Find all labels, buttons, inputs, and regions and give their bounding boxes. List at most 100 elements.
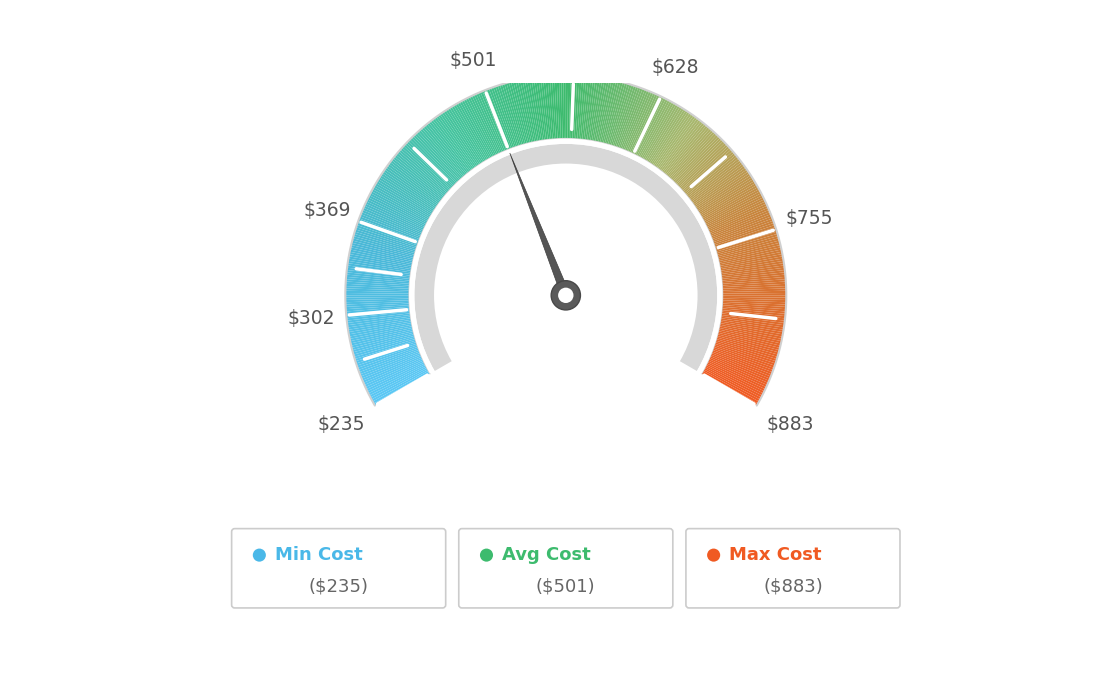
Wedge shape bbox=[346, 304, 410, 309]
Wedge shape bbox=[614, 86, 636, 147]
Circle shape bbox=[480, 549, 493, 562]
Wedge shape bbox=[598, 79, 614, 142]
Wedge shape bbox=[670, 132, 715, 180]
Wedge shape bbox=[704, 193, 762, 224]
Text: ($235): ($235) bbox=[309, 578, 369, 595]
Wedge shape bbox=[359, 219, 418, 242]
Wedge shape bbox=[346, 290, 410, 294]
Wedge shape bbox=[459, 101, 491, 158]
Wedge shape bbox=[707, 197, 764, 227]
Wedge shape bbox=[716, 234, 778, 253]
Wedge shape bbox=[406, 141, 454, 187]
Wedge shape bbox=[608, 83, 627, 145]
Wedge shape bbox=[396, 153, 446, 195]
Wedge shape bbox=[386, 166, 439, 204]
Wedge shape bbox=[352, 334, 414, 353]
Wedge shape bbox=[361, 212, 421, 237]
Wedge shape bbox=[710, 210, 769, 236]
Wedge shape bbox=[715, 339, 777, 359]
Wedge shape bbox=[438, 115, 476, 168]
Wedge shape bbox=[353, 234, 415, 253]
Wedge shape bbox=[353, 236, 415, 255]
Wedge shape bbox=[347, 268, 411, 277]
Wedge shape bbox=[672, 133, 716, 181]
Wedge shape bbox=[714, 223, 775, 246]
Wedge shape bbox=[487, 88, 511, 149]
Wedge shape bbox=[405, 143, 453, 188]
Wedge shape bbox=[518, 79, 533, 142]
Wedge shape bbox=[658, 117, 698, 170]
Wedge shape bbox=[648, 108, 684, 163]
Wedge shape bbox=[711, 212, 771, 237]
Wedge shape bbox=[701, 185, 757, 218]
Wedge shape bbox=[711, 351, 772, 377]
Wedge shape bbox=[660, 119, 701, 172]
Wedge shape bbox=[702, 371, 760, 404]
Wedge shape bbox=[541, 76, 550, 139]
Wedge shape bbox=[713, 221, 774, 244]
Wedge shape bbox=[703, 189, 761, 221]
Wedge shape bbox=[362, 356, 422, 383]
Wedge shape bbox=[447, 108, 484, 163]
Wedge shape bbox=[612, 84, 631, 146]
Wedge shape bbox=[582, 76, 591, 139]
Wedge shape bbox=[350, 328, 413, 344]
Wedge shape bbox=[352, 333, 414, 350]
Wedge shape bbox=[348, 259, 412, 270]
Wedge shape bbox=[493, 86, 516, 147]
Wedge shape bbox=[722, 286, 786, 290]
Wedge shape bbox=[659, 118, 699, 170]
Wedge shape bbox=[556, 75, 561, 139]
Wedge shape bbox=[349, 323, 412, 337]
Wedge shape bbox=[684, 151, 734, 194]
Wedge shape bbox=[520, 79, 534, 142]
Wedge shape bbox=[709, 359, 767, 387]
Wedge shape bbox=[690, 160, 742, 201]
Wedge shape bbox=[709, 357, 768, 385]
Wedge shape bbox=[563, 75, 566, 139]
Wedge shape bbox=[347, 313, 411, 323]
Wedge shape bbox=[662, 121, 703, 172]
Wedge shape bbox=[470, 96, 499, 154]
Wedge shape bbox=[721, 315, 785, 325]
Wedge shape bbox=[346, 288, 410, 292]
Text: $628: $628 bbox=[651, 58, 699, 77]
Wedge shape bbox=[574, 75, 580, 139]
Wedge shape bbox=[647, 107, 682, 162]
Wedge shape bbox=[413, 135, 458, 182]
Wedge shape bbox=[680, 144, 729, 189]
Wedge shape bbox=[722, 293, 786, 295]
Wedge shape bbox=[381, 173, 435, 210]
Wedge shape bbox=[718, 241, 779, 258]
Wedge shape bbox=[697, 173, 751, 210]
Wedge shape bbox=[711, 353, 771, 379]
Wedge shape bbox=[572, 75, 577, 139]
Wedge shape bbox=[722, 297, 786, 300]
Wedge shape bbox=[712, 350, 773, 375]
Wedge shape bbox=[708, 201, 766, 230]
Wedge shape bbox=[522, 79, 537, 141]
Wedge shape bbox=[457, 102, 490, 159]
Wedge shape bbox=[718, 333, 779, 350]
Wedge shape bbox=[721, 313, 785, 323]
Wedge shape bbox=[584, 77, 594, 140]
Wedge shape bbox=[677, 139, 723, 186]
Wedge shape bbox=[720, 254, 783, 268]
Wedge shape bbox=[346, 275, 410, 282]
Wedge shape bbox=[375, 183, 431, 217]
Wedge shape bbox=[359, 348, 418, 372]
Wedge shape bbox=[599, 80, 616, 143]
Wedge shape bbox=[513, 81, 530, 143]
Wedge shape bbox=[496, 86, 518, 147]
Wedge shape bbox=[379, 177, 434, 213]
Wedge shape bbox=[588, 77, 601, 141]
Wedge shape bbox=[722, 282, 786, 287]
FancyBboxPatch shape bbox=[459, 529, 672, 608]
Wedge shape bbox=[414, 144, 718, 371]
FancyBboxPatch shape bbox=[232, 529, 446, 608]
Wedge shape bbox=[529, 77, 541, 141]
Wedge shape bbox=[704, 368, 761, 400]
Wedge shape bbox=[538, 77, 548, 140]
Wedge shape bbox=[559, 75, 563, 139]
Wedge shape bbox=[358, 221, 418, 244]
